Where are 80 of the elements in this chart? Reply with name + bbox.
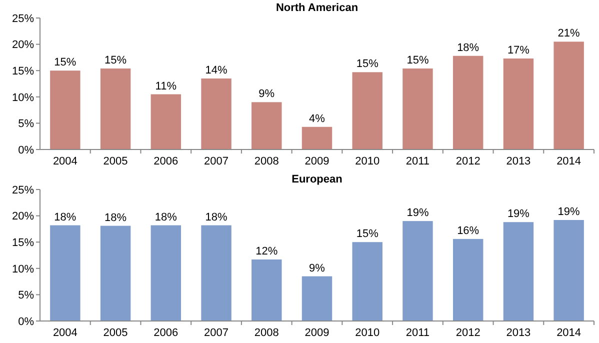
x-tick-label: 2005 <box>103 327 128 339</box>
x-tick-label: 2012 <box>456 156 480 168</box>
data-label: 18% <box>457 42 480 54</box>
bar <box>452 238 484 321</box>
x-tick-label: 2014 <box>556 156 582 168</box>
x-tick-label: 2009 <box>304 327 330 339</box>
bar <box>201 78 232 150</box>
bar <box>150 94 182 150</box>
data-label: 14% <box>205 64 228 76</box>
bar <box>302 126 332 150</box>
x-tick-label: 2011 <box>406 327 430 339</box>
data-label: 18% <box>205 211 228 224</box>
data-label: 16% <box>457 224 480 237</box>
x-tick-label: 2010 <box>355 156 380 168</box>
x-tick-label: 2013 <box>506 156 531 168</box>
bar <box>352 242 382 321</box>
bar <box>503 58 534 150</box>
data-label: 4% <box>309 112 326 125</box>
x-tick-label: 2011 <box>406 156 430 168</box>
y-tick-label: 15% <box>12 65 34 78</box>
y-tick-label: 15% <box>12 236 34 249</box>
bar <box>100 226 131 321</box>
bar <box>302 276 332 321</box>
x-tick-label: 2006 <box>154 327 178 339</box>
bar <box>352 72 382 150</box>
y-tick-label: 0% <box>18 316 34 328</box>
data-label: 18% <box>154 211 178 224</box>
data-label: 18% <box>54 211 76 224</box>
data-label: 9% <box>258 88 275 100</box>
data-label: 15% <box>406 54 429 66</box>
bar <box>252 259 282 321</box>
x-tick-label: 2006 <box>154 156 178 168</box>
bar <box>402 221 433 321</box>
y-tick-label: 0% <box>18 144 34 156</box>
data-label: 19% <box>406 207 429 220</box>
x-tick-label: 2005 <box>103 156 128 168</box>
bar <box>402 68 433 150</box>
bar <box>50 70 80 150</box>
x-tick-label: 2009 <box>304 156 330 168</box>
x-tick-label: 2014 <box>556 327 582 339</box>
y-tick-label: 25% <box>12 184 34 196</box>
x-tick-label: 2013 <box>506 327 531 339</box>
bar <box>100 68 131 150</box>
y-tick-label: 20% <box>12 39 34 52</box>
y-tick-label: 25% <box>12 12 34 25</box>
data-label: 15% <box>356 58 379 70</box>
y-tick-label: 10% <box>12 92 34 104</box>
y-tick-label: 10% <box>12 263 34 276</box>
bar <box>150 225 182 321</box>
chart-title: North American <box>276 2 358 14</box>
x-tick-label: 2008 <box>254 327 279 339</box>
data-label: 9% <box>309 262 326 274</box>
x-tick-label: 2004 <box>52 327 78 339</box>
bar <box>554 42 584 150</box>
data-label: 15% <box>104 54 127 66</box>
y-tick-label: 5% <box>18 118 34 130</box>
data-label: 15% <box>356 228 379 240</box>
x-tick-label: 2007 <box>204 156 229 168</box>
y-tick-label: 5% <box>18 290 34 302</box>
data-label: 12% <box>256 245 278 258</box>
data-label: 15% <box>54 56 76 69</box>
chart-title: European <box>292 174 343 186</box>
bar <box>452 56 484 150</box>
bar <box>201 225 232 321</box>
bar <box>503 222 534 321</box>
x-tick-label: 2008 <box>254 156 279 168</box>
bar <box>554 220 584 321</box>
data-label: 21% <box>558 28 580 40</box>
x-tick-label: 2012 <box>456 327 480 339</box>
data-label: 11% <box>155 80 177 92</box>
bar <box>252 102 282 150</box>
data-label: 17% <box>507 44 530 56</box>
x-tick-label: 2010 <box>355 327 380 339</box>
data-label: 19% <box>507 208 530 220</box>
bar <box>50 225 80 321</box>
data-label: 18% <box>104 212 127 224</box>
x-tick-label: 2004 <box>52 156 78 168</box>
data-label: 19% <box>558 206 580 218</box>
x-tick-label: 2007 <box>204 327 229 339</box>
y-tick-label: 20% <box>12 210 34 223</box>
